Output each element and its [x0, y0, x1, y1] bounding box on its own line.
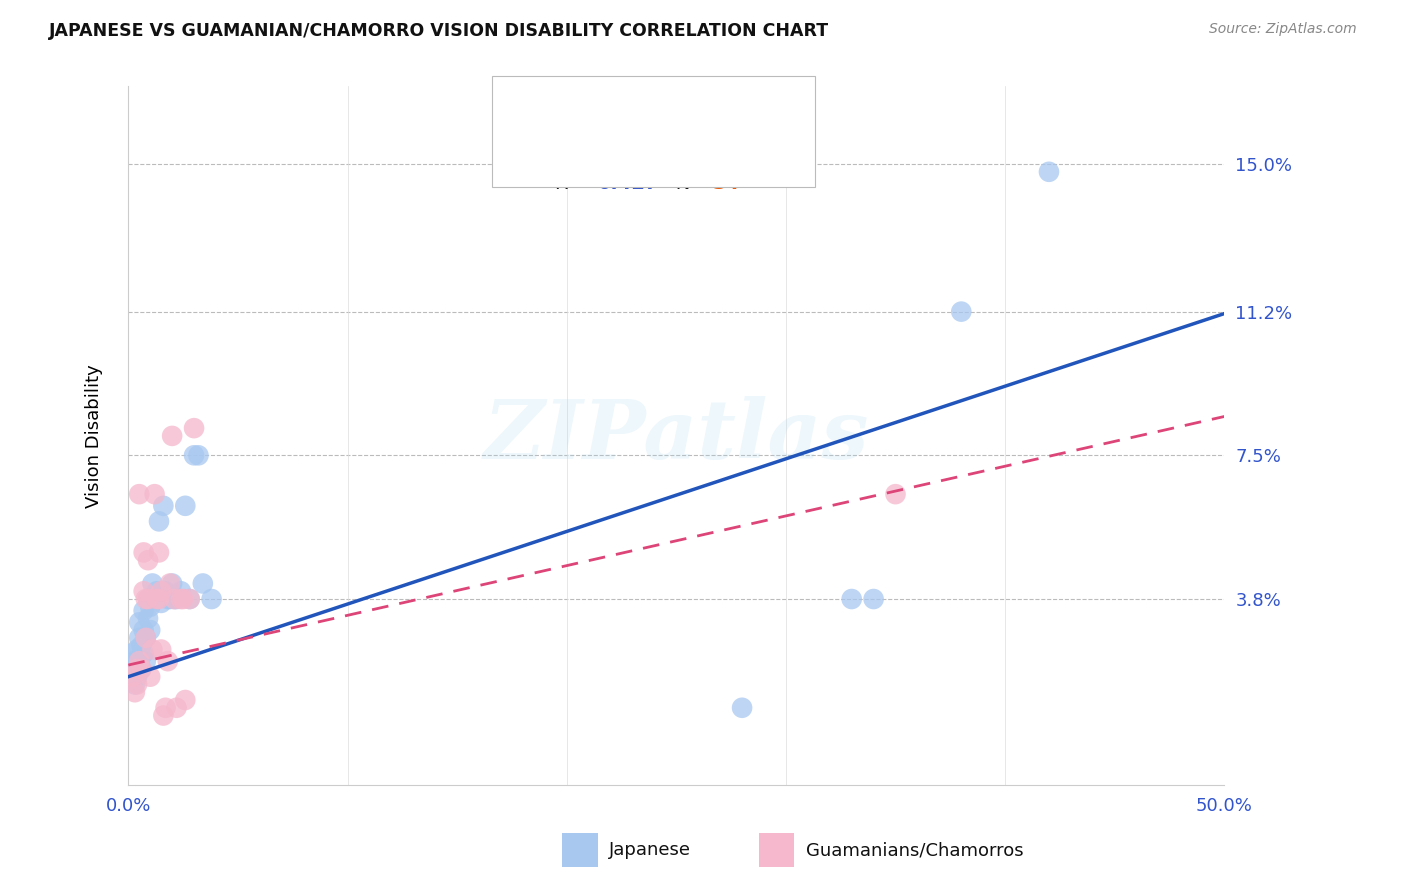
Point	[150, 596, 173, 610]
Point	[124, 654, 146, 668]
Text: Source: ZipAtlas.com: Source: ZipAtlas.com	[1209, 22, 1357, 37]
Point	[143, 592, 166, 607]
Point	[121, 658, 143, 673]
Point	[128, 654, 150, 668]
Point	[125, 677, 148, 691]
Point	[135, 592, 157, 607]
Point	[132, 545, 155, 559]
Point	[139, 623, 162, 637]
Point	[160, 429, 183, 443]
Point	[731, 700, 754, 714]
Point	[148, 545, 170, 559]
Point	[170, 592, 193, 607]
Text: Guamanians/Chamorros: Guamanians/Chamorros	[806, 841, 1024, 859]
Text: Japanese: Japanese	[609, 841, 690, 859]
Point	[136, 553, 159, 567]
Point	[131, 639, 153, 653]
Point	[862, 592, 884, 607]
Point	[1038, 165, 1060, 179]
Point	[125, 642, 148, 657]
Point	[120, 665, 142, 680]
Point	[148, 592, 170, 607]
Point	[141, 642, 163, 657]
Point	[150, 584, 173, 599]
Point	[166, 700, 188, 714]
Point	[124, 677, 146, 691]
Point	[146, 584, 169, 599]
Point	[125, 662, 148, 676]
Point	[884, 487, 907, 501]
Point	[160, 576, 183, 591]
Point	[139, 670, 162, 684]
Point	[135, 631, 157, 645]
Point	[121, 670, 143, 684]
Text: ZIPatlas: ZIPatlas	[484, 396, 869, 476]
Point	[183, 421, 205, 435]
Point	[841, 592, 863, 607]
Point	[128, 615, 150, 630]
Point	[136, 611, 159, 625]
Point	[146, 592, 169, 607]
Point	[179, 592, 201, 607]
Point	[152, 499, 174, 513]
Point	[131, 662, 153, 676]
Point	[174, 693, 197, 707]
Point	[128, 654, 150, 668]
Point	[128, 631, 150, 645]
Point	[132, 623, 155, 637]
Point	[152, 708, 174, 723]
Text: N =: N =	[657, 174, 718, 193]
Point	[143, 487, 166, 501]
Point	[141, 576, 163, 591]
Point	[187, 448, 209, 462]
Point	[950, 304, 973, 318]
Text: R =: R =	[555, 174, 598, 193]
Point	[170, 584, 193, 599]
Point	[166, 592, 188, 607]
Point	[121, 647, 143, 661]
Point	[150, 642, 173, 657]
Text: 46: 46	[713, 91, 740, 110]
Point	[136, 592, 159, 607]
Text: R =: R =	[555, 91, 598, 110]
Point	[135, 654, 157, 668]
Point	[183, 448, 205, 462]
Point	[132, 584, 155, 599]
Point	[200, 592, 222, 607]
Point	[136, 592, 159, 607]
Point	[174, 499, 197, 513]
Point	[163, 592, 186, 607]
Point	[155, 584, 177, 599]
Text: 0.715: 0.715	[598, 91, 659, 110]
Point	[141, 592, 163, 607]
Text: N =: N =	[657, 91, 718, 110]
Point	[159, 592, 181, 607]
Point	[132, 604, 155, 618]
Text: JAPANESE VS GUAMANIAN/CHAMORRO VISION DISABILITY CORRELATION CHART: JAPANESE VS GUAMANIAN/CHAMORRO VISION DI…	[49, 22, 830, 40]
Point	[139, 599, 162, 614]
Point	[156, 654, 179, 668]
Point	[135, 631, 157, 645]
Point	[124, 685, 146, 699]
Point	[172, 592, 194, 607]
Point	[125, 670, 148, 684]
Y-axis label: Vision Disability: Vision Disability	[86, 364, 103, 508]
Text: 0.427: 0.427	[598, 174, 659, 193]
Point	[128, 487, 150, 501]
Point	[155, 700, 177, 714]
Point	[132, 647, 155, 661]
Point	[159, 576, 181, 591]
Point	[131, 662, 153, 676]
Text: 34: 34	[713, 174, 740, 193]
Point	[179, 592, 201, 607]
Point	[163, 592, 186, 607]
Point	[191, 576, 214, 591]
Point	[156, 592, 179, 607]
Point	[148, 514, 170, 528]
